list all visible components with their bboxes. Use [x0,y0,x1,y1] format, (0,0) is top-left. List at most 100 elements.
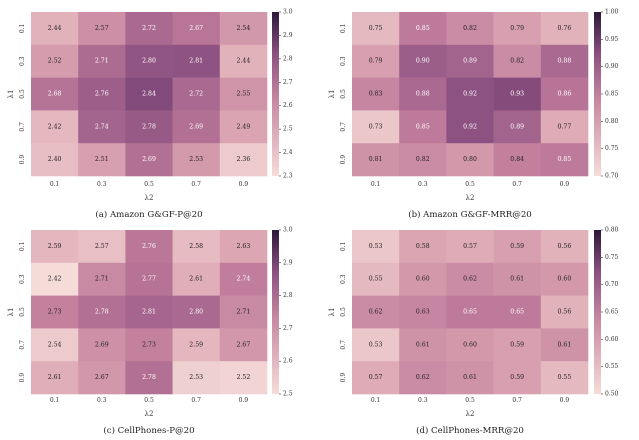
y-tick-label: 0.5 [340,307,347,317]
x-axis-label: λ2 [145,194,154,202]
cell-value-label: 0.62 [369,309,383,316]
y-tick-label: 0.1 [19,24,26,34]
cell-value-label: 0.93 [510,91,524,98]
heatmap-panel: 2.59 2.57 2.76 2.58 2.63 2.42 2.71 2.77 2.61 2.74… [7,227,293,437]
colorbar-tick-label: 2.6 [283,358,293,365]
heatmap-cell [352,143,400,177]
heatmap-cell [78,44,126,78]
colorbar-tick-label: 2.3 [283,173,293,180]
heatmap-cell [31,12,79,46]
heatmap-cell [78,361,126,395]
cell-value-label: 2.44 [48,25,62,32]
heatmap-cell [352,361,400,395]
cell-value-label: 0.61 [463,374,477,381]
subfigure-caption: (c) CellPhones-P@20 [103,425,194,436]
cell-value-label: 0.61 [416,341,430,348]
cell-value-label: 0.59 [510,243,524,250]
cell-value-label: 0.56 [558,309,572,316]
heatmap-cell [399,77,447,111]
heatmap-cell [125,328,173,362]
cell-value-label: 0.79 [369,58,383,65]
x-tick-label: 0.3 [418,181,428,188]
colorbar-tick-label: 2.4 [283,149,293,156]
heatmap-cell [78,110,126,144]
cell-value-label: 2.81 [189,58,203,65]
heatmap-cell [493,77,542,111]
heatmap-cell [352,12,400,46]
x-tick-label: 0.9 [560,181,570,188]
colorbar-tick-label: 0.50 [605,391,619,398]
colorbar-tick-label: 2.6 [283,102,293,109]
cell-value-label: 0.85 [558,156,572,163]
heatmap-cell [172,77,221,111]
y-tick-label: 0.3 [340,56,347,66]
cell-value-label: 0.84 [510,156,524,163]
heatmap-cell [540,361,589,395]
colorbar-tick-label: 0.80 [605,227,619,234]
heatmap-cell [446,143,494,177]
heatmap-cell [493,44,542,78]
heatmap-cell [399,110,447,144]
colorbar-tick-label: 0.80 [605,118,619,125]
cell-value-label: 0.89 [510,123,524,130]
cell-value-label: 2.73 [142,341,156,348]
cell-value-label: 2.69 [95,341,109,348]
heatmap-cell [446,110,494,144]
heatmap-cell [446,230,494,264]
x-tick-label: 0.9 [239,181,249,188]
heatmap-cell [540,230,589,264]
heatmap-cell [219,295,268,329]
y-tick-label: 0.5 [19,89,26,99]
heatmap-cell [446,77,494,111]
colorbar-tick-label: 2.7 [283,325,293,332]
heatmap-cell [172,110,221,144]
heatmap-cell [399,12,447,46]
y-tick-label: 0.9 [19,155,26,165]
heatmap-cell [78,143,126,177]
heatmap-cell [31,295,79,329]
heatmap-cell [219,44,268,78]
heatmap-cell [125,143,173,177]
heatmap-cell [78,77,126,111]
colorbar [272,12,279,176]
cell-value-label: 2.55 [237,91,251,98]
heatmap-cell [125,295,173,329]
heatmap-cell [172,262,221,296]
heatmap-cell [493,328,542,362]
y-tick-label: 0.5 [19,307,26,317]
cell-value-label: 2.44 [237,58,251,65]
colorbar-tick-label: 0.75 [605,145,619,152]
x-tick-label: 0.5 [465,397,475,404]
cell-value-label: 0.82 [416,156,430,163]
cell-value-label: 0.53 [369,243,383,250]
cell-value-label: 2.67 [95,374,109,381]
cell-value-label: 0.90 [416,58,430,65]
cell-value-label: 2.72 [142,25,156,32]
cell-value-label: 0.82 [510,58,524,65]
cell-value-label: 2.54 [48,341,62,348]
cell-value-label: 2.54 [237,25,251,32]
cell-value-label: 2.69 [142,156,156,163]
y-tick-label: 0.9 [19,373,26,383]
x-tick-label: 0.5 [144,397,154,404]
heatmap-cell [446,44,494,78]
cell-value-label: 2.67 [237,341,251,348]
heatmap-cell [352,77,400,111]
heatmap-cell [446,12,494,46]
subfigure-caption: (b) Amazon G&GF-MRR@20 [408,209,532,220]
colorbar-tick-label: 2.7 [283,79,293,86]
subfigure-caption: (d) CellPhones-MRR@20 [416,425,524,436]
y-tick-label: 0.7 [19,340,26,350]
cell-value-label: 2.40 [48,156,62,163]
heatmap-cell [125,361,173,395]
x-tick-label: 0.7 [512,397,522,404]
heatmap-cell [31,44,79,78]
cell-value-label: 2.57 [95,25,109,32]
cell-value-label: 2.77 [142,276,156,283]
cell-value-label: 0.85 [416,123,430,130]
cell-value-label: 2.84 [142,91,156,98]
heatmap-panel: 0.53 0.58 0.57 0.59 0.56 0.55 0.60 0.62 0.61 0.60… [328,227,619,437]
colorbar-tick-label: 2.5 [283,391,293,398]
heatmap-cell [399,328,447,362]
heatmap-cell [540,328,589,362]
